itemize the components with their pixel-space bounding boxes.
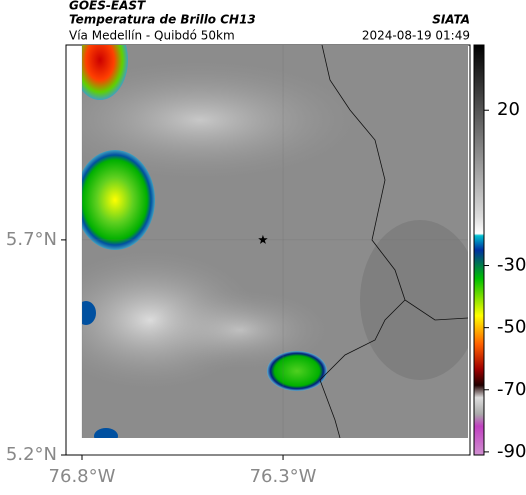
x-tick-label: 76.3°W bbox=[250, 466, 317, 487]
colorbar-tick-label: -90 bbox=[497, 441, 526, 462]
colorbar bbox=[473, 44, 485, 456]
colorbar-tick-label: -30 bbox=[497, 255, 526, 276]
datetime: 2024-08-19 01:49 bbox=[362, 29, 470, 43]
x-tick-label: 76.8°W bbox=[49, 466, 116, 487]
colorbar-tick-label: -50 bbox=[497, 317, 526, 338]
subtitle: Temperatura de Brillo CH13 bbox=[69, 13, 256, 27]
title: GOES-EAST bbox=[69, 0, 146, 13]
source: SIATA bbox=[432, 13, 470, 27]
y-tick-label: 5.2°N bbox=[6, 444, 57, 465]
location: Vía Medellín - Quibdó 50km bbox=[69, 29, 235, 43]
location-marker bbox=[258, 234, 268, 244]
imagery bbox=[82, 45, 468, 438]
colorbar-tick-label: 20 bbox=[497, 99, 520, 120]
y-tick-label: 5.7°N bbox=[6, 229, 57, 250]
colorbar-tick-label: -70 bbox=[497, 379, 526, 400]
